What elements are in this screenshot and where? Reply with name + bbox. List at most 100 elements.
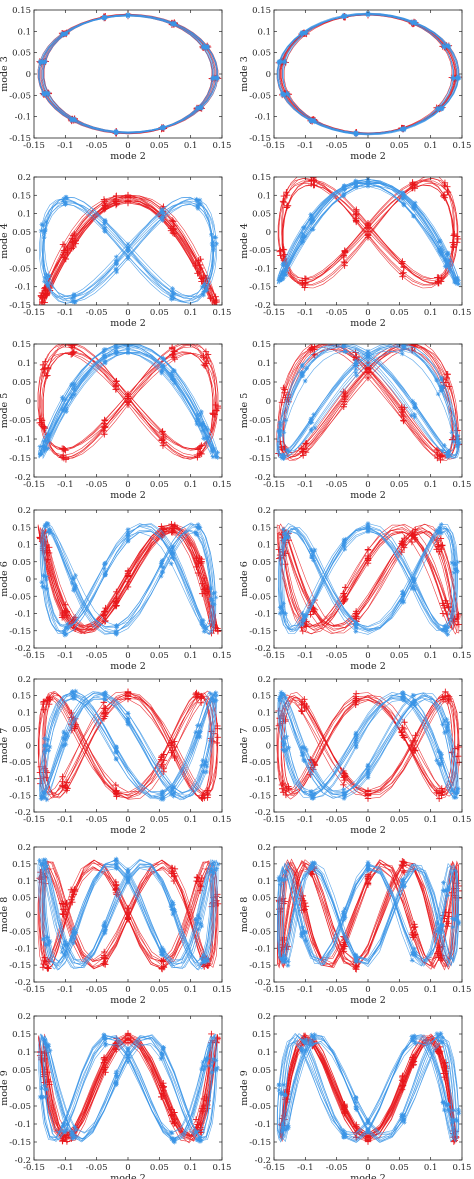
marker-red-plus [160,764,167,772]
marker-blue-star [113,866,119,871]
marker-red-plus [170,226,177,233]
marker-blue-star [353,366,359,372]
marker-blue-star [168,792,174,797]
marker-red-plus [194,558,202,566]
marker-blue-star [399,589,405,595]
marker-red-plus [101,198,108,205]
marker-blue-star [438,929,444,935]
marker-red-plus [158,436,166,443]
marker-blue-star [445,632,451,637]
marker-blue-star [455,559,461,565]
marker-blue-star [101,354,107,360]
marker-blue-star [412,703,418,709]
x-tick-label: -0.1 [57,1163,73,1173]
marker-red-plus [62,609,69,616]
marker-blue-star [445,728,451,734]
marker-blue-star [215,861,221,867]
marker-blue-star [102,920,108,925]
marker-blue-star [276,1082,282,1088]
marker-red-plus [124,1036,132,1044]
y-tick-label: 0 [266,742,271,752]
y-tick-label: 0 [26,246,31,256]
y-tick-label: 0.2 [257,506,271,516]
x-axis-label: mode 2 [350,825,386,836]
marker-blue-star [286,1125,291,1131]
marker-blue-star [302,745,308,751]
marker-red-plus [277,252,284,259]
marker-blue-star [400,876,406,882]
marker-blue-star [211,446,217,452]
marker-blue-star [200,959,205,965]
marker-red-plus [40,698,48,705]
marker-blue-star [341,538,347,544]
marker-red-plus [399,732,406,739]
series-blue-line [43,696,213,795]
marker-blue-star [170,286,175,291]
marker-blue-star [365,1117,371,1123]
marker-blue-star [159,791,164,797]
marker-red-plus [204,1105,211,1112]
marker-blue-star [284,747,290,753]
marker-blue-star [365,763,371,769]
y-tick-label: -0.2 [255,1156,271,1166]
marker-blue-star [159,792,165,798]
marker-red-plus [364,374,372,382]
marker-red-plus [398,548,405,556]
marker-blue-star [434,527,440,533]
marker-blue-star [46,431,51,437]
marker-red-plus [433,787,441,794]
y-axis-label: mode 7 [0,728,10,764]
marker-blue-star [409,951,415,957]
marker-blue-star [456,1111,462,1116]
marker-blue-star [401,194,407,200]
marker-blue-star [299,752,305,758]
marker-blue-star [113,266,119,272]
x-tick-label: -0.1 [57,308,73,318]
marker-blue-star [399,877,405,883]
marker-blue-star [401,883,407,888]
series-red-line [283,529,453,629]
marker-blue-star [309,1032,315,1038]
marker-red-plus [193,689,200,697]
y-tick-label: -0.1 [15,944,31,954]
marker-red-plus [307,611,314,618]
y-tick-label: 0.1 [257,877,271,887]
marker-blue-star [353,362,359,368]
y-tick-label: -0.15 [249,283,271,293]
marker-blue-star [441,880,446,886]
marker-blue-star [203,1064,209,1069]
marker-blue-star [214,692,219,698]
marker-blue-star [64,625,70,630]
x-axis-label: mode 2 [110,995,146,1006]
y-tick-label: -0.2 [15,978,31,988]
marker-red-plus [44,965,51,972]
series-blue-line [279,862,457,967]
marker-blue-star [41,743,47,749]
marker-blue-star [312,1036,317,1041]
marker-red-plus [437,1047,444,1055]
y-tick-label: -0.05 [9,416,31,426]
marker-blue-star [365,1120,371,1126]
x-tick-label: 0.05 [150,308,169,318]
marker-blue-star [159,370,165,376]
marker-blue-star [279,268,285,274]
marker-blue-star [399,694,405,700]
marker-red-plus [444,692,452,699]
marker-blue-star [353,183,359,189]
marker-red-plus [445,603,453,610]
marker-blue-star [203,1056,209,1062]
marker-blue-star [204,43,210,49]
marker-blue-star [437,525,442,530]
marker-red-plus [196,443,204,451]
marker-red-plus [444,371,451,378]
marker-blue-star [101,1035,107,1041]
y-tick-label: -0.1 [255,610,271,620]
marker-red-plus [113,378,120,385]
marker-red-plus [439,452,446,459]
x-tick-label: -0.15 [23,651,45,661]
marker-red-plus [308,871,316,878]
marker-blue-star [342,349,348,355]
marker-blue-star [113,856,119,862]
marker-blue-star [43,574,49,580]
marker-blue-star [45,275,51,281]
